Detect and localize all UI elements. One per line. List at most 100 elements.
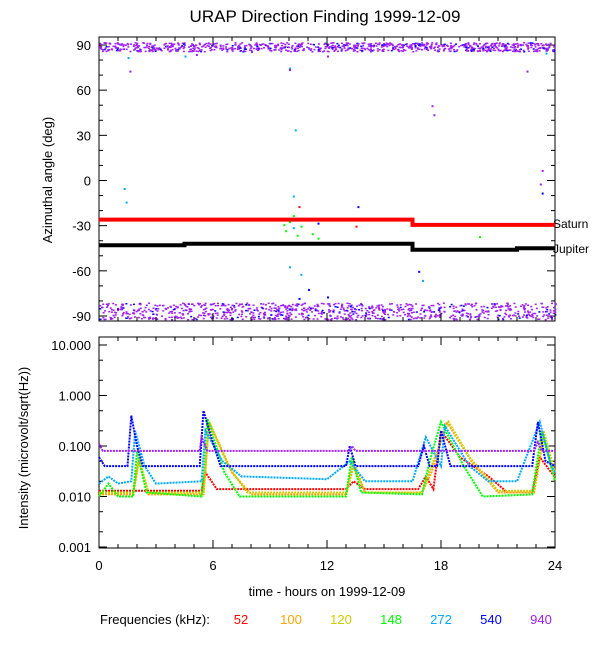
- band-point: [408, 303, 411, 306]
- band-point: [365, 312, 368, 314]
- band-point: [265, 308, 268, 310]
- band-point: [480, 306, 483, 308]
- band-point: [301, 312, 304, 315]
- band-point: [488, 49, 491, 52]
- x-tick-label: 0: [95, 558, 102, 573]
- band-point: [416, 48, 419, 50]
- band-point: [271, 318, 274, 320]
- band-point: [287, 314, 290, 317]
- band-point: [347, 317, 350, 320]
- band-point: [526, 310, 529, 312]
- band-point: [487, 310, 490, 312]
- scatter-point: [317, 237, 320, 240]
- band-point: [312, 307, 315, 309]
- band-point: [339, 308, 342, 310]
- band-point: [523, 311, 526, 313]
- band-point: [169, 310, 172, 313]
- band-point: [154, 50, 157, 52]
- band-point: [472, 43, 475, 46]
- band-point: [420, 309, 423, 311]
- band-point: [176, 306, 179, 309]
- band-point: [475, 302, 478, 304]
- band-point: [301, 49, 304, 52]
- band-point: [443, 310, 446, 313]
- band-point: [402, 311, 405, 314]
- band-point: [226, 49, 229, 51]
- band-point: [367, 48, 370, 51]
- band-point: [391, 44, 394, 47]
- band-point: [383, 313, 386, 316]
- band-point: [180, 317, 183, 320]
- band-point: [470, 46, 473, 48]
- band-point: [351, 310, 354, 313]
- scatter-point: [317, 222, 320, 225]
- band-point: [467, 47, 470, 49]
- band-point: [272, 302, 275, 305]
- band-point: [204, 46, 207, 48]
- band-point: [522, 44, 525, 46]
- band-point: [230, 308, 233, 311]
- band-point: [109, 42, 112, 45]
- band-point: [250, 49, 253, 52]
- band-point: [311, 51, 314, 53]
- band-point: [248, 49, 251, 51]
- band-point: [423, 311, 426, 313]
- band-point: [503, 316, 506, 318]
- band-point: [263, 311, 266, 314]
- band-point: [539, 47, 542, 50]
- band-point: [521, 316, 524, 318]
- band-point: [461, 313, 464, 316]
- band-point: [164, 318, 167, 321]
- band-point: [222, 47, 225, 49]
- band-point: [202, 45, 205, 47]
- band-point: [240, 315, 243, 318]
- band-point: [349, 316, 352, 318]
- band-point: [425, 44, 428, 46]
- band-point: [108, 310, 111, 313]
- band-point: [176, 42, 179, 44]
- band-point: [187, 303, 190, 305]
- band-point: [493, 42, 496, 45]
- band-point: [100, 48, 103, 51]
- band-point: [338, 311, 341, 313]
- band-point: [309, 309, 312, 311]
- y-tick-label: 10.000: [51, 338, 91, 353]
- band-point: [203, 50, 206, 53]
- band-point: [269, 49, 272, 52]
- band-point: [144, 46, 147, 49]
- band-point: [175, 305, 178, 308]
- band-point: [455, 306, 458, 308]
- band-point: [390, 49, 393, 52]
- band-point: [122, 48, 125, 51]
- band-point: [225, 48, 228, 50]
- band-point: [483, 44, 486, 46]
- band-point: [426, 43, 429, 45]
- band-point: [296, 50, 299, 53]
- band-point: [328, 304, 331, 307]
- band-point: [200, 50, 203, 53]
- band-point: [494, 44, 497, 47]
- band-point: [526, 45, 529, 47]
- band-point: [484, 310, 487, 313]
- band-point: [321, 309, 324, 312]
- band-point: [363, 42, 366, 44]
- band-point: [347, 42, 350, 44]
- band-point: [262, 313, 265, 315]
- band-point: [520, 48, 523, 50]
- band-point: [210, 48, 213, 51]
- band-point: [223, 313, 226, 315]
- band-point: [137, 309, 140, 312]
- band-point: [309, 307, 312, 309]
- band-point: [320, 311, 323, 313]
- band-point: [214, 305, 217, 307]
- band-point: [435, 313, 438, 316]
- band-point: [200, 49, 203, 51]
- y-tick-label: 0: [84, 174, 91, 189]
- band-point: [506, 305, 509, 307]
- band-point: [430, 47, 433, 50]
- band-point: [111, 317, 114, 320]
- band-point: [364, 315, 367, 318]
- band-point: [361, 305, 364, 307]
- band-point: [436, 46, 439, 49]
- band-point: [250, 311, 253, 313]
